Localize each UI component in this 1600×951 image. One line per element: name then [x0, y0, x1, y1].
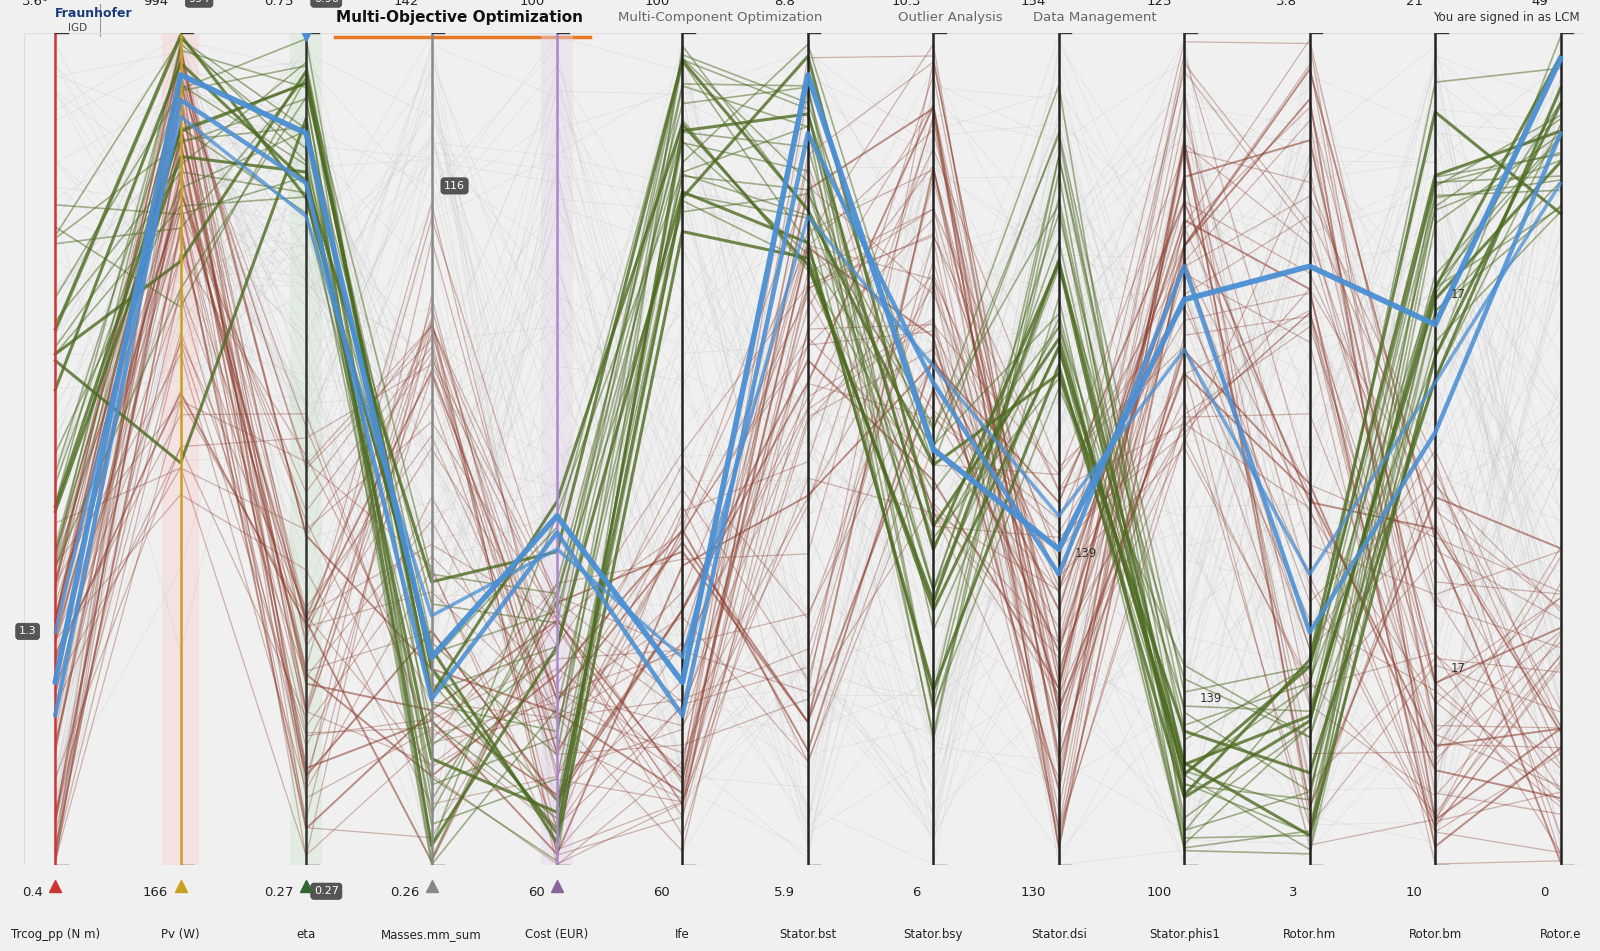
Text: Trcog_pp (N m): Trcog_pp (N m)	[11, 928, 99, 941]
Text: Fraunhofer: Fraunhofer	[54, 8, 133, 21]
Text: 166: 166	[142, 886, 168, 900]
Text: Masses.mm_sum: Masses.mm_sum	[381, 928, 482, 941]
Text: 0.96: 0.96	[314, 0, 339, 4]
Text: 0.4: 0.4	[22, 886, 43, 900]
Text: 139: 139	[1075, 547, 1096, 560]
Text: 100: 100	[1147, 886, 1171, 900]
Text: Stator.bsy: Stator.bsy	[904, 928, 963, 941]
Text: Outlier Analysis: Outlier Analysis	[898, 11, 1002, 25]
Text: Ife: Ife	[675, 928, 690, 941]
Text: 100: 100	[645, 0, 670, 9]
Text: 125: 125	[1146, 0, 1171, 9]
Text: 3.6: 3.6	[22, 0, 43, 9]
Text: 994: 994	[189, 0, 210, 4]
Bar	[162, 33, 200, 865]
Text: Rotor.bm: Rotor.bm	[1408, 928, 1462, 941]
Text: 49: 49	[1531, 0, 1549, 9]
Text: 3: 3	[1288, 886, 1298, 900]
Bar	[541, 33, 573, 865]
Text: 17: 17	[1451, 288, 1466, 301]
Text: Stator.dsi: Stator.dsi	[1030, 928, 1086, 941]
Text: Stator.bst: Stator.bst	[779, 928, 837, 941]
Text: 0.27: 0.27	[264, 886, 294, 900]
Text: eta: eta	[296, 928, 315, 941]
Text: 0: 0	[1539, 886, 1549, 900]
Text: Data Management: Data Management	[1034, 11, 1157, 25]
Text: 100: 100	[520, 0, 544, 9]
Text: 130: 130	[1021, 886, 1046, 900]
Text: <: <	[27, 0, 48, 8]
Text: 139: 139	[1200, 692, 1222, 706]
Text: 116: 116	[445, 181, 466, 191]
Text: 10.3: 10.3	[891, 0, 922, 9]
Text: 0.75: 0.75	[264, 0, 294, 9]
Text: 5.9: 5.9	[774, 886, 795, 900]
Text: Pv (W): Pv (W)	[162, 928, 200, 941]
Text: Stator.phis1: Stator.phis1	[1149, 928, 1219, 941]
Text: 6: 6	[912, 886, 922, 900]
Bar	[291, 33, 322, 865]
Text: You are signed in as LCM: You are signed in as LCM	[1434, 11, 1581, 25]
Text: 142: 142	[394, 0, 419, 9]
Text: IGD: IGD	[67, 23, 86, 33]
Text: 10: 10	[1406, 886, 1422, 900]
Text: 60: 60	[653, 886, 670, 900]
Text: 3.8: 3.8	[1277, 0, 1298, 9]
Text: Cost (EUR): Cost (EUR)	[525, 928, 589, 941]
Text: 8.8: 8.8	[774, 0, 795, 9]
Text: 154: 154	[1021, 0, 1046, 9]
Text: Rotor.e: Rotor.e	[1539, 928, 1581, 941]
Text: 21: 21	[1406, 0, 1422, 9]
Text: 60: 60	[528, 886, 544, 900]
Text: 0.26: 0.26	[390, 886, 419, 900]
Text: 0.27: 0.27	[314, 886, 339, 896]
Text: 17: 17	[1451, 662, 1466, 675]
Text: 994: 994	[142, 0, 168, 9]
Text: Rotor.hm: Rotor.hm	[1283, 928, 1336, 941]
Text: Multi-Objective Optimization: Multi-Objective Optimization	[336, 10, 584, 26]
Text: 1.3: 1.3	[19, 627, 37, 636]
Text: Multi-Component Optimization: Multi-Component Optimization	[618, 11, 822, 25]
